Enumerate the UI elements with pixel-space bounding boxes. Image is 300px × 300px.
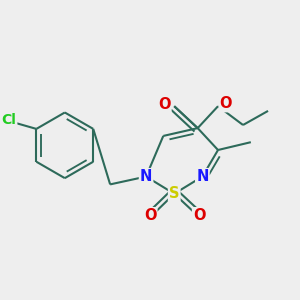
- Text: O: O: [158, 97, 170, 112]
- Text: N: N: [140, 169, 152, 184]
- Text: O: O: [193, 208, 206, 223]
- Text: O: O: [144, 208, 156, 223]
- Text: Cl: Cl: [2, 113, 16, 127]
- Text: N: N: [196, 169, 208, 184]
- Text: S: S: [169, 186, 179, 201]
- Text: O: O: [220, 96, 232, 111]
